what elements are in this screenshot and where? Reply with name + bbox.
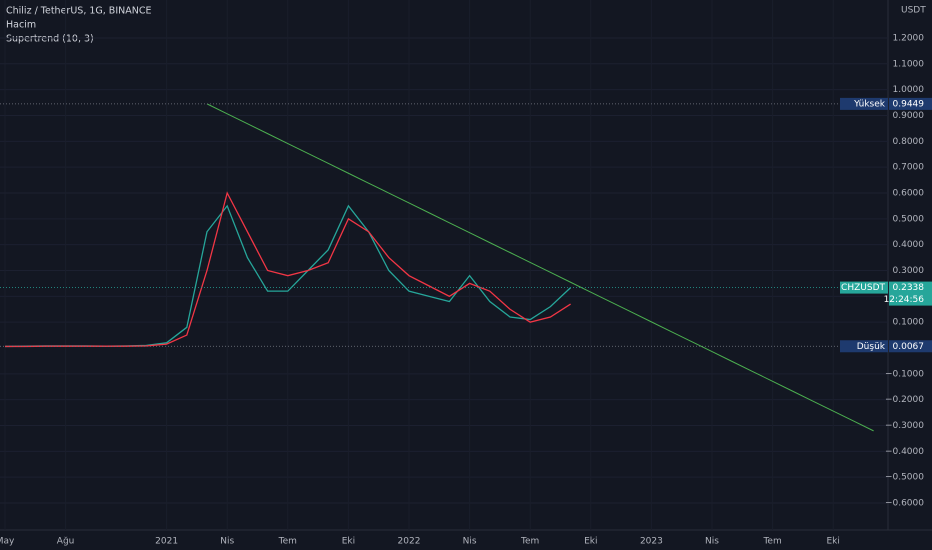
marker-value: 0.2338 (893, 283, 925, 293)
marker-name-tag (840, 340, 888, 353)
y-tick-label: −0.3000 (885, 421, 924, 431)
y-tick-label: 0.4000 (893, 240, 925, 250)
marker-value: 0.0067 (893, 342, 925, 352)
marker-name-tag (840, 97, 888, 110)
marker-name: Yüksek (853, 99, 886, 109)
title: Chiliz / TetherUS, 1G, BINANCE (6, 6, 151, 17)
y-tick-label: 0.6000 (893, 188, 925, 198)
x-tick-label: Nis (463, 537, 477, 547)
marker-tag (889, 97, 932, 110)
marker-name: CHZUSDT (841, 283, 885, 293)
x-tick-label: Tem (520, 537, 539, 547)
x-tick-label: Eki (826, 537, 839, 547)
x-tick-label: May (0, 537, 15, 547)
marker-tag (889, 281, 932, 306)
x-tick-label: Eki (584, 537, 597, 547)
x-tick-label: Ağu (57, 537, 75, 547)
y-tick-label: 1.2000 (893, 33, 925, 43)
y-tick-label: 1.1000 (893, 59, 925, 69)
y-tick-label: 0.9000 (893, 111, 925, 121)
x-tick-label: Nis (220, 537, 234, 547)
series-line (206, 103, 874, 432)
y-tick-label: 0.3000 (893, 266, 925, 276)
marker-name-tag (840, 281, 888, 294)
x-tick-label: Tem (278, 537, 297, 547)
x-tick-label: Eki (342, 537, 355, 547)
marker-tag (889, 340, 932, 353)
volume-label: Hacim (6, 20, 36, 31)
marker-value: 0.9449 (893, 99, 925, 109)
y-tick-label: −0.5000 (885, 473, 924, 483)
x-tick-label: 2023 (640, 537, 663, 547)
y-tick-label: 1.0000 (893, 85, 925, 95)
countdown: 12:24:56 (884, 295, 925, 305)
marker-name: Düşük (857, 342, 886, 352)
y-tick-label: 0.1000 (893, 318, 925, 328)
y-tick-label: −0.6000 (885, 499, 924, 509)
y-tick-label: 0.5000 (893, 214, 925, 224)
y-tick-label: −0.2000 (885, 395, 924, 405)
x-tick-label: Tem (762, 537, 781, 547)
indicator-label: Supertrend (10, 3) (6, 34, 94, 45)
y-tick-label: −0.1000 (885, 369, 924, 379)
y-tick-label: −0.4000 (885, 447, 924, 457)
y-tick-label: 0.8000 (893, 137, 925, 147)
x-tick-label: Nis (705, 537, 719, 547)
y-tick-label: 0.7000 (893, 163, 925, 173)
x-tick-label: 2021 (155, 537, 178, 547)
y-unit: USDT (901, 6, 926, 16)
x-tick-label: 2022 (398, 537, 421, 547)
